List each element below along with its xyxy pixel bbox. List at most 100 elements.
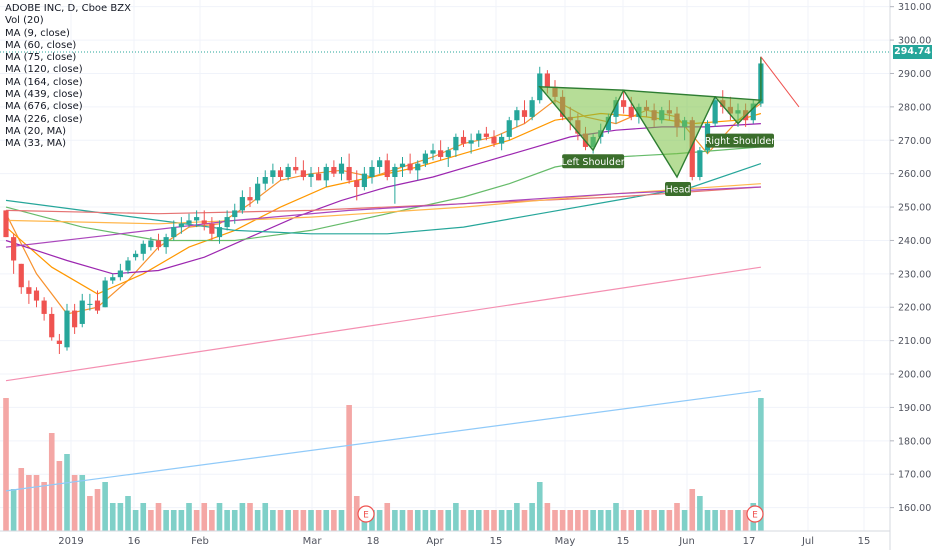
candle-body <box>346 166 352 181</box>
legend-indicator[interactable]: MA (676, close) <box>5 101 83 113</box>
volume-bar <box>422 510 429 531</box>
moving-average-line <box>5 163 762 235</box>
volume-bar <box>590 510 596 531</box>
time-tick-label: Jun <box>678 536 695 547</box>
price-tick-label: 270.00 <box>898 136 931 147</box>
candle-body <box>285 166 291 177</box>
legend-indicator[interactable]: Vol (20) <box>5 15 44 27</box>
candle-body <box>255 183 261 201</box>
volume-bar <box>186 503 192 531</box>
time-tick-label: 2019 <box>58 536 83 547</box>
pattern-label: Right Shoulder <box>705 136 775 147</box>
legend-title: ADOBE INC, D, Cboe BZX <box>5 3 131 14</box>
moving-average-line <box>5 186 761 248</box>
legend-indicator[interactable]: MA (20, MA) <box>5 125 67 137</box>
candle-body <box>697 150 703 177</box>
volume-bar <box>224 510 230 531</box>
legend-indicator[interactable]: MA (33, MA) <box>5 138 67 150</box>
candle-body <box>483 133 489 137</box>
price-tick-label: 170.00 <box>898 470 931 481</box>
volume-bar <box>270 510 276 531</box>
volume-bar <box>514 503 520 531</box>
pattern-label-box <box>562 154 625 169</box>
volume-bar <box>651 510 657 531</box>
volume-bar <box>148 510 154 531</box>
price-tick-label: 310.00 <box>898 2 931 13</box>
legend-indicator[interactable]: MA (9, close) <box>5 27 70 39</box>
candle-body <box>26 287 32 294</box>
time-tick-label: 15 <box>858 536 871 547</box>
earnings-marker-label[interactable]: E <box>363 511 369 521</box>
time-tick-label: 15 <box>617 536 630 547</box>
candle-body <box>18 263 24 288</box>
volume-bar <box>3 398 9 531</box>
moving-average-line <box>5 266 761 382</box>
legend-indicator[interactable]: MA (60, close) <box>5 39 77 51</box>
volume-bar <box>331 510 337 531</box>
volume-bar <box>201 503 208 531</box>
earnings-marker <box>357 505 375 523</box>
candle-body <box>361 173 367 188</box>
candle-body <box>94 300 101 311</box>
time-tick-label: 16 <box>128 536 141 547</box>
candle-body <box>262 177 268 184</box>
price-tick-label: 280.00 <box>898 102 931 113</box>
legend-indicator[interactable]: MA (120, close) <box>5 64 83 76</box>
candle-body <box>201 220 207 224</box>
candle-body <box>300 170 306 177</box>
candle-body <box>270 170 276 177</box>
candle-body <box>689 120 695 177</box>
volume-bar <box>498 510 505 531</box>
candle-body <box>453 136 459 151</box>
candle-body <box>491 136 497 144</box>
candle-body <box>148 240 154 248</box>
legend-indicator[interactable]: MA (439, close) <box>5 89 83 101</box>
volume-bar <box>209 510 215 531</box>
time-tick-label: Apr <box>426 536 444 547</box>
volume-bar <box>727 510 734 531</box>
volume-bar <box>285 510 291 531</box>
candle-body <box>506 120 512 137</box>
volume-bar <box>56 461 63 531</box>
candle-body <box>224 217 230 228</box>
time-axis[interactable]: 2019 16 Feb Mar 18 Apr 15 May 15 Jun 17 Jul 15 <box>58 536 870 547</box>
volume-bar <box>193 510 200 531</box>
candle-body <box>476 133 482 141</box>
volume-bar <box>109 503 116 531</box>
legend-indicator[interactable]: MA (75, close) <box>5 52 77 64</box>
volume-bar <box>300 510 307 531</box>
candle-body <box>87 303 93 305</box>
candle-body <box>529 100 535 117</box>
volume-bar <box>460 510 467 531</box>
pattern-triangle <box>622 89 717 179</box>
volume-bar <box>338 510 345 531</box>
head-and-shoulders-pattern: Left Shoulder Head Right Shoulder <box>538 56 800 196</box>
volume-bar <box>292 510 299 531</box>
volume-bar <box>414 510 421 531</box>
candle-body <box>430 150 436 154</box>
volume-bar <box>445 510 452 531</box>
candle-body <box>415 163 421 171</box>
candle-body <box>11 237 17 261</box>
candle-body <box>41 300 47 314</box>
volume-bar <box>719 510 726 531</box>
volume-bar <box>247 503 253 531</box>
volume-bar <box>582 510 589 531</box>
price-tick-label: 230.00 <box>898 269 931 280</box>
last-price-badge: 294.74 <box>893 45 932 59</box>
time-tick-label: 18 <box>367 536 380 547</box>
volume-bar <box>529 503 535 531</box>
volume-bar <box>79 475 86 531</box>
volume-bar <box>254 510 261 531</box>
volume-bar <box>521 510 528 531</box>
earnings-marker-label[interactable]: E <box>752 511 758 521</box>
legend-indicator[interactable]: MA (164, close) <box>5 76 83 88</box>
candle-body <box>514 110 520 121</box>
legend-indicator[interactable]: MA (226, close) <box>5 113 83 125</box>
volume-bar <box>33 475 40 531</box>
candle-body <box>605 116 611 131</box>
volume-bar <box>544 503 551 531</box>
candle-body <box>331 166 337 174</box>
